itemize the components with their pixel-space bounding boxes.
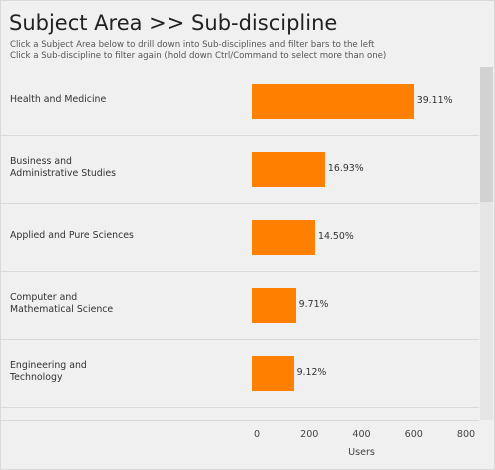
- bar[interactable]: [252, 288, 296, 323]
- chart-title: Subject Area >> Sub-discipline: [9, 11, 338, 35]
- category-row[interactable]: Applied and Pure Sciences 14.50%: [1, 203, 479, 272]
- bar[interactable]: [252, 152, 325, 187]
- category-row[interactable]: Engineering and Technology 9.12%: [1, 339, 479, 408]
- vertical-scrollbar[interactable]: [480, 67, 493, 420]
- x-tick-label: 400: [352, 429, 371, 440]
- bar-value-label: 9.71%: [298, 299, 329, 310]
- bar-plot-area[interactable]: Health and Medicine 39.11% Business and Ad…: [1, 67, 479, 420]
- category-row[interactable]: Computer and Mathematical Science 9.71%: [1, 271, 479, 340]
- bar-value-label: 9.12%: [296, 367, 327, 378]
- bar[interactable]: [252, 220, 315, 255]
- bar[interactable]: [252, 84, 414, 119]
- category-label[interactable]: Computer and Mathematical Science: [10, 292, 114, 315]
- category-row[interactable]: Business and Administrative Studies 16.93…: [1, 135, 479, 204]
- category-label[interactable]: Engineering and Technology: [10, 360, 87, 383]
- bar[interactable]: [252, 356, 294, 391]
- chart-instruction-1: Click a Subject Area below to drill down…: [10, 40, 375, 50]
- x-tick-label: 600: [404, 429, 423, 440]
- category-row[interactable]: Health and Medicine 39.11%: [1, 67, 479, 136]
- x-axis-line: [1, 420, 479, 421]
- bar-value-label: 39.11%: [416, 95, 453, 106]
- x-tick-label: 800: [456, 429, 476, 440]
- category-label[interactable]: Health and Medicine: [10, 94, 107, 105]
- x-tick-label: 200: [300, 429, 319, 440]
- category-label[interactable]: Business and Administrative Studies: [10, 156, 116, 179]
- bar-value-label: 16.93%: [327, 163, 364, 174]
- bar-value-label: 14.50%: [317, 231, 354, 242]
- category-row[interactable]: [1, 407, 479, 420]
- category-label[interactable]: Applied and Pure Sciences: [10, 230, 134, 241]
- x-axis-label: Users: [348, 447, 375, 458]
- scrollbar-thumb[interactable]: [480, 67, 493, 202]
- chart-instruction-2: Click a Sub-discipline to filter again (…: [10, 51, 387, 61]
- x-tick-label: 0: [253, 429, 261, 440]
